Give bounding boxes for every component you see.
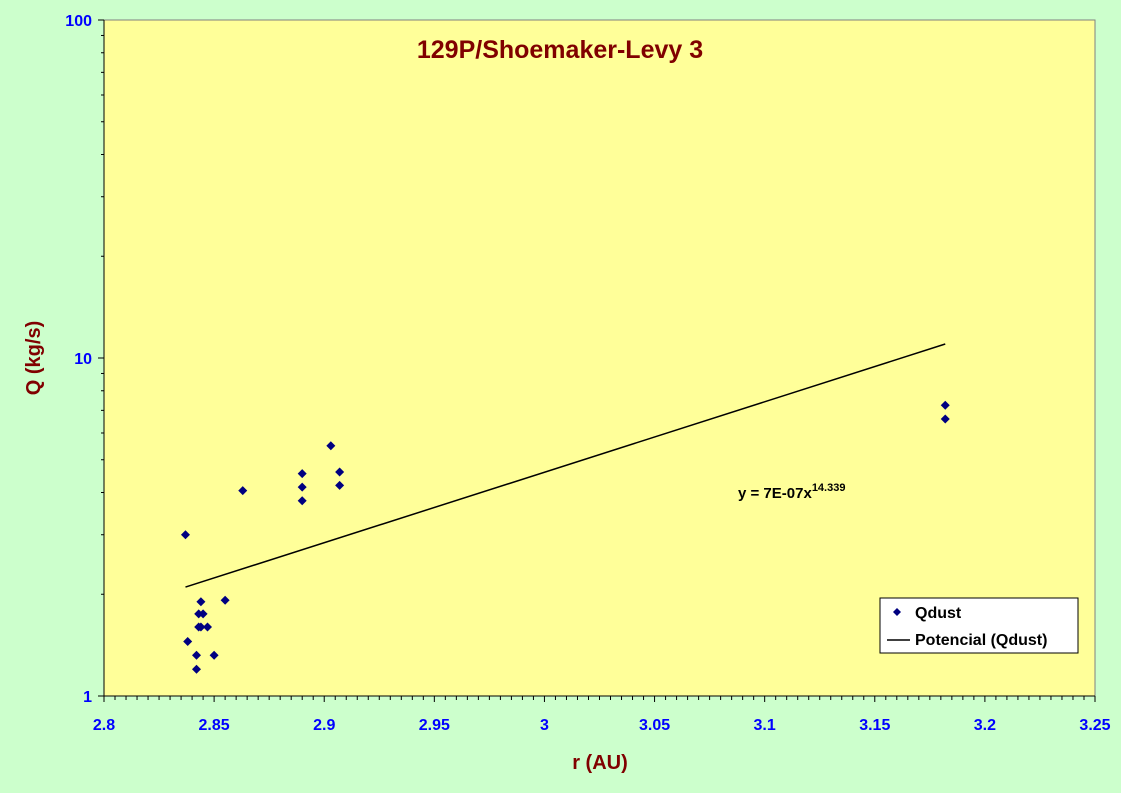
x-tick-label: 3.25 [1079,717,1110,734]
x-tick-label: 2.95 [419,717,450,734]
data-point [326,441,336,451]
x-tick-label: 3.05 [639,717,670,734]
trendline [185,343,946,588]
data-point [940,400,950,410]
plot-area [103,19,1096,697]
data-point [220,595,230,605]
data-point [183,636,193,646]
y-tick-label: 10 [74,351,92,368]
data-point [297,469,307,479]
data-point [198,609,208,619]
x-tick-label: 3 [540,717,549,734]
data-point [196,622,206,632]
data-point [191,650,201,660]
data-point [335,467,345,477]
x-tick-label: 3.15 [859,717,890,734]
x-tick-label: 2.9 [313,717,335,734]
legend-box [879,597,1079,654]
data-point [238,486,248,496]
trendline-equation: y = 7E-07x14.339 [738,482,845,502]
trendline-layer [185,343,946,588]
data-point [180,530,190,540]
equation-base: y = 7E-07x [738,485,812,502]
data-point [196,597,206,607]
legend: Qdust Potencial (Qdust) [879,597,1079,654]
legend-label-qdust: Qdust [915,605,962,622]
data-point [203,622,213,632]
data-point [335,480,345,490]
y-axis-title: Q (kg/s) [23,321,45,395]
legend-marker-qdust [893,608,901,616]
y-tick-label: 1 [83,689,92,706]
chart-title: 129P/Shoemaker-Levy 3 [417,36,703,64]
x-tick-label: 3.1 [754,717,776,734]
data-points [180,400,950,674]
x-tick-label: 3.2 [974,717,996,734]
data-point [191,664,201,674]
equation-exponent: 14.339 [812,482,846,494]
data-point [209,650,219,660]
x-tick-label: 2.85 [199,717,230,734]
y-tick-label: 100 [65,13,92,30]
data-point [297,496,307,506]
legend-label-trend: Potencial (Qdust) [915,632,1047,649]
x-tick-label: 2.8 [93,717,115,734]
axes: 2.8 2.85 2.9 2.95 3 3.05 3.1 3.15 3.2 3.25 1 10 100 [65,13,1110,734]
data-point [297,482,307,492]
x-axis-title: r (AU) [572,752,628,774]
data-point [940,414,950,424]
